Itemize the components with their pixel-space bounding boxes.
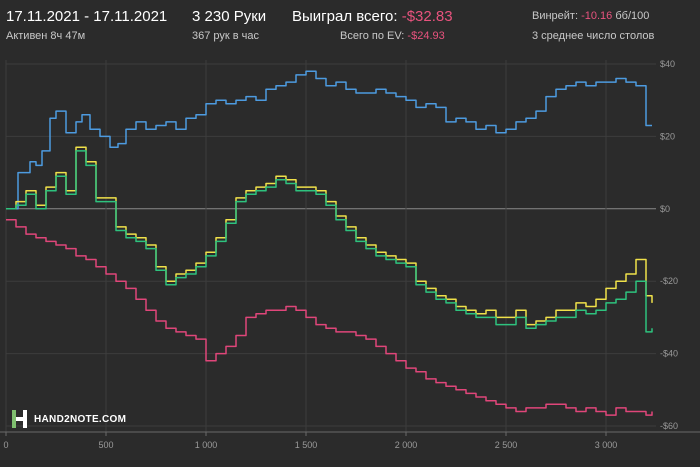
y-tick-label: $0 <box>660 204 670 214</box>
y-tick-label: -$20 <box>660 276 678 286</box>
total-ev-label: Всего по EV: <box>340 30 405 42</box>
total-won-label: Выиграл всего: <box>292 8 398 25</box>
x-tick-label: 2 500 <box>495 440 518 450</box>
date-range: 17.11.2021 - 17.11.2021 <box>6 8 168 25</box>
series-line-pink <box>6 218 653 416</box>
total-won-value: -$32.83 <box>401 8 453 25</box>
active-time: Активен 8ч 47м <box>6 30 86 42</box>
total-won: Выиграл всего: -$32.83 <box>292 8 453 25</box>
chart-series <box>6 70 653 416</box>
hand2note-logo-icon <box>12 410 30 428</box>
x-tick-label: 1 000 <box>195 440 218 450</box>
y-tick-label: -$60 <box>660 421 678 431</box>
y-tick-label: -$40 <box>660 349 678 359</box>
series-line-green <box>6 150 653 333</box>
y-tick-label: $40 <box>660 59 675 69</box>
grid-lines <box>5 60 656 432</box>
chart-axes: $40 $20 $0 -$20 -$40 -$60 0 500 1 000 1 500 2 000 2… <box>0 59 700 450</box>
x-tick-label: 3 000 <box>595 440 618 450</box>
winrate: Винрейт: -10.16 бб/100 <box>532 10 649 22</box>
hand2note-logo: HAND2NOTE.COM <box>12 410 126 428</box>
x-tick-label: 1 500 <box>295 440 318 450</box>
hands-count: 3 230 Руки <box>192 8 267 25</box>
series-line-blue <box>6 70 652 210</box>
x-tick-label: 2 000 <box>395 440 418 450</box>
winrate-unit: бб/100 <box>615 10 650 22</box>
series-line-yellow <box>6 146 653 326</box>
hand2note-logo-text: HAND2NOTE.COM <box>34 413 127 425</box>
hands-per-hour: 367 рук в час <box>192 30 260 42</box>
winrate-label: Винрейт: <box>532 10 579 22</box>
total-ev-value: -$24.93 <box>407 30 445 42</box>
total-ev: Всего по EV: -$24.93 <box>340 30 445 42</box>
avg-tables: 3 среднее число столов <box>532 30 655 42</box>
x-tick-label: 500 <box>98 440 113 450</box>
x-tick-label: 0 <box>3 440 8 450</box>
y-tick-label: $20 <box>660 131 675 141</box>
winrate-value: -10.16 <box>581 10 613 22</box>
